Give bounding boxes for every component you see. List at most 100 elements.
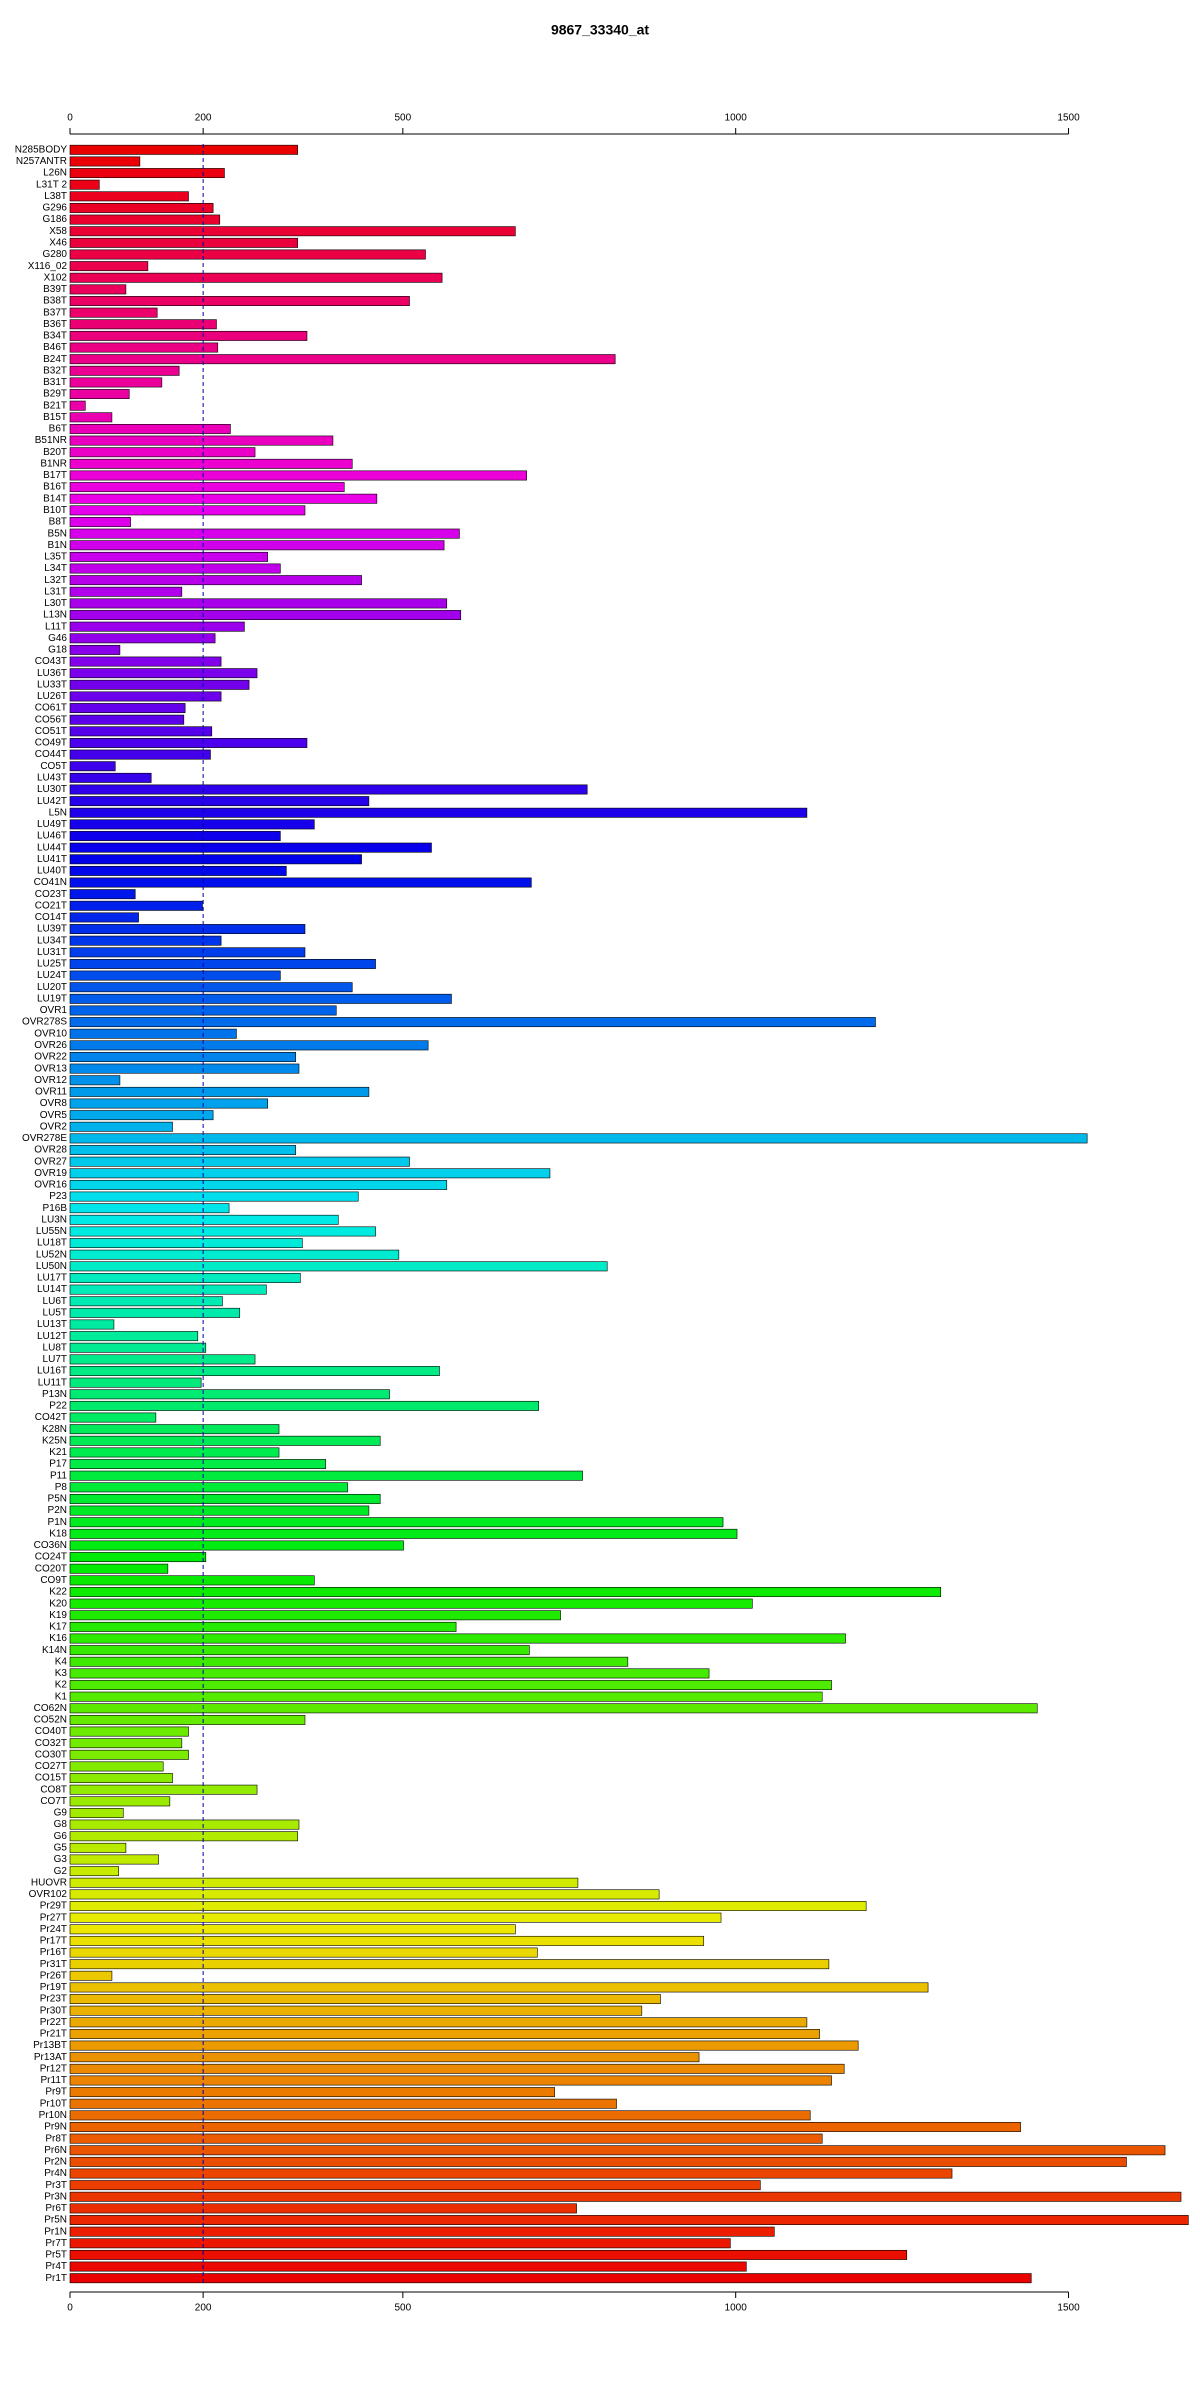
y-tick-label: OVR26	[34, 1040, 67, 1051]
y-tick-label: G296	[43, 203, 68, 214]
y-tick-label: LU17T	[37, 1273, 67, 1284]
bar	[69, 656, 222, 667]
y-tick-label: OVR10	[34, 1028, 67, 1039]
bar	[69, 1714, 306, 1725]
bar	[69, 1726, 189, 1737]
y-tick-label: OVR1	[40, 1005, 68, 1016]
bar	[69, 1017, 876, 1028]
bar	[69, 2261, 747, 2272]
bar	[69, 1947, 538, 1958]
y-tick-label: K17	[49, 1622, 67, 1633]
y-tick-label: K2	[55, 1680, 68, 1691]
y-tick-label: LU49T	[37, 819, 67, 830]
y-tick-label: CO61T	[35, 703, 67, 714]
bar	[69, 1703, 1038, 1714]
bar	[69, 284, 127, 295]
bar	[69, 586, 183, 597]
y-tick-label: B1N	[48, 540, 67, 551]
y-tick-label: CO24T	[35, 1552, 67, 1563]
bar	[69, 1121, 173, 1132]
bar	[69, 831, 281, 841]
bar	[69, 1668, 710, 1679]
y-tick-label: K16	[49, 1633, 67, 1644]
y-tick-label: Pr27T	[40, 1912, 67, 1923]
y-tick-label: LU44T	[37, 842, 67, 853]
y-tick-label: P2N	[48, 1505, 67, 1516]
y-tick-label: Pr13AT	[34, 2052, 67, 2063]
bar	[69, 435, 334, 446]
y-tick-label: CO42T	[35, 1412, 67, 1423]
bar	[69, 621, 245, 632]
bar	[69, 2145, 1166, 2156]
y-tick-label: B37T	[43, 307, 67, 318]
y-tick-label: B1NR	[40, 458, 67, 469]
bar	[69, 598, 448, 609]
y-tick-label: Pr3T	[45, 2180, 67, 2191]
y-tick-label: OVR278E	[22, 1133, 67, 1144]
bar	[69, 1238, 303, 1249]
bar	[69, 900, 203, 911]
bar	[69, 389, 130, 400]
bar	[69, 1063, 300, 1074]
y-tick-label: G280	[43, 249, 68, 260]
y-tick-label: LU42T	[37, 796, 67, 807]
y-tick-label: CO40T	[35, 1726, 67, 1737]
y-tick-label: LU30T	[37, 784, 67, 795]
y-tick-label: B17T	[43, 470, 67, 481]
y-tick-label: LU55N	[36, 1226, 67, 1237]
bar	[69, 1819, 300, 1830]
y-tick-label: Pr22T	[40, 2017, 67, 2028]
y-tick-label: P22	[49, 1401, 67, 1412]
y-tick-label: LU31T	[37, 947, 67, 958]
bar	[69, 679, 250, 690]
bar	[69, 377, 163, 388]
bar	[69, 1226, 376, 1237]
y-tick-label: G18	[48, 645, 67, 656]
bar	[69, 1389, 390, 1400]
y-tick-label: LU11T	[38, 1377, 67, 1388]
y-tick-label: P5N	[48, 1494, 67, 1505]
y-tick-label: CO56T	[35, 714, 67, 725]
y-tick-label: B38T	[43, 296, 67, 307]
bar	[69, 1505, 370, 1516]
y-tick-label: LU43T	[37, 772, 67, 783]
bar	[69, 1493, 381, 1504]
bar	[69, 226, 516, 237]
x-tick-label: 0	[67, 2303, 73, 2314]
y-tick-label: LU40T	[37, 866, 67, 877]
bar	[69, 261, 149, 272]
bar	[69, 610, 462, 620]
bar	[69, 924, 306, 935]
bar	[69, 1831, 298, 1842]
bar	[69, 1982, 929, 1993]
x-tick-label: 1000	[725, 2303, 748, 2314]
y-tick-label: L26N	[43, 168, 67, 179]
y-tick-label: Pr3N	[44, 2191, 67, 2202]
bar	[69, 575, 362, 586]
y-tick-label: B32T	[43, 365, 67, 376]
bar	[69, 563, 281, 574]
y-tick-label: LU52N	[36, 1249, 67, 1260]
bar	[69, 517, 131, 527]
bar	[69, 2133, 823, 2144]
bar	[69, 807, 808, 818]
bar	[69, 2249, 908, 2260]
bar	[69, 738, 308, 748]
y-tick-label: CO8T	[40, 1784, 67, 1795]
bar	[69, 1214, 339, 1225]
bar	[69, 1261, 608, 1272]
y-tick-label: Pr10T	[40, 2098, 67, 2109]
y-tick-label: G8	[54, 1819, 68, 1830]
bar	[69, 982, 353, 993]
bar	[69, 1587, 942, 1597]
bar	[69, 1273, 301, 1283]
bar	[69, 2017, 808, 2028]
y-tick-label: LU5T	[43, 1307, 67, 1318]
bar	[69, 668, 258, 679]
bar	[69, 1610, 561, 1621]
y-tick-label: L11T	[45, 621, 67, 632]
bar	[69, 1110, 214, 1121]
bar	[69, 1691, 823, 1702]
y-tick-label: LU18T	[37, 1238, 67, 1249]
bar	[69, 1656, 629, 1667]
